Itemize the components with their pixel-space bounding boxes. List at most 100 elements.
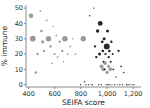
bubble xyxy=(134,84,135,85)
bubble xyxy=(98,21,103,26)
bubble xyxy=(52,26,53,27)
y-tick-label: 20 xyxy=(15,50,23,58)
bubble xyxy=(102,61,104,63)
x-tick xyxy=(80,87,81,89)
bubble xyxy=(108,50,111,53)
bubble xyxy=(114,84,115,85)
bubble xyxy=(130,84,131,85)
y-axis-label: % immune xyxy=(0,25,9,66)
bubble xyxy=(46,19,48,21)
bubble xyxy=(88,84,89,85)
bubble xyxy=(30,36,36,42)
bubble xyxy=(75,53,77,55)
bubble xyxy=(61,50,63,52)
bubble xyxy=(40,10,42,12)
y-tick-label: 30 xyxy=(15,35,23,43)
x-tick xyxy=(54,87,55,89)
bubble xyxy=(105,84,106,85)
y-tick xyxy=(24,23,26,24)
x-axis-label: SEIFA score xyxy=(62,98,105,107)
bubble xyxy=(127,84,128,85)
bubble xyxy=(62,36,68,42)
bubble xyxy=(94,45,96,47)
bubble xyxy=(93,7,94,8)
y-tick xyxy=(24,54,26,55)
bubble xyxy=(36,53,38,55)
x-tick xyxy=(28,87,29,89)
y-tick xyxy=(24,38,26,39)
bubble xyxy=(98,84,99,85)
bubble xyxy=(41,40,44,43)
y-tick xyxy=(24,84,26,85)
bubble xyxy=(105,71,108,74)
bubble xyxy=(98,53,101,56)
bubble xyxy=(46,36,52,42)
bubble xyxy=(115,76,116,77)
bubble xyxy=(101,84,102,85)
bubble xyxy=(96,29,99,32)
bubble xyxy=(128,84,129,85)
y-tick-label: 50 xyxy=(15,4,23,12)
bubble xyxy=(57,56,59,58)
bubble xyxy=(104,53,106,55)
x-tick-label: 1,200 xyxy=(124,90,143,98)
y-axis-line xyxy=(26,5,27,87)
bubble xyxy=(72,38,74,40)
bubble xyxy=(35,71,38,74)
bubble xyxy=(101,40,104,43)
bubble xyxy=(53,53,55,55)
bubble xyxy=(109,68,113,72)
y-tick xyxy=(24,8,26,9)
x-axis-line xyxy=(26,87,141,88)
bubble xyxy=(40,30,43,33)
bubble xyxy=(69,45,71,47)
bubble xyxy=(123,72,124,73)
y-tick-label: 40 xyxy=(15,20,23,28)
bubble xyxy=(92,84,93,85)
bubble xyxy=(106,30,109,33)
bubble xyxy=(95,56,97,58)
bubble xyxy=(104,69,106,71)
bubble xyxy=(109,84,110,85)
bubble xyxy=(51,62,53,64)
bubble xyxy=(120,65,122,67)
bubble xyxy=(59,41,61,43)
bubble xyxy=(107,56,109,58)
bubble xyxy=(110,41,112,43)
chart: 400 600 800 1,000 1,200 0 10 20 30 40 50 SEIFA scor… xyxy=(0,0,150,108)
bubble xyxy=(103,62,106,65)
y-tick-label: 0 xyxy=(19,81,23,89)
bubble xyxy=(85,84,86,85)
bubble xyxy=(112,68,114,70)
bubble xyxy=(63,61,65,63)
bubble xyxy=(43,50,45,52)
x-tick-label: 600 xyxy=(49,90,61,98)
points xyxy=(29,7,135,85)
x-tick xyxy=(133,87,134,89)
x-tick xyxy=(107,87,108,89)
bubble xyxy=(110,61,112,63)
bubble xyxy=(80,84,81,85)
bubble xyxy=(49,45,51,47)
bubble xyxy=(104,43,110,49)
y-tick-label: 10 xyxy=(15,66,23,74)
bubble xyxy=(107,65,110,68)
bubble xyxy=(89,15,90,16)
bubble xyxy=(122,84,123,85)
bubble xyxy=(126,84,127,85)
bubble xyxy=(112,53,114,55)
bubble xyxy=(117,84,118,85)
bubble xyxy=(101,67,105,71)
bubble xyxy=(91,84,92,85)
bubble xyxy=(102,50,105,53)
x-tick-label: 400 xyxy=(22,90,34,98)
bubble xyxy=(119,84,120,85)
bubble xyxy=(132,84,133,85)
bubble xyxy=(84,81,85,82)
bubble xyxy=(107,84,108,85)
bubble xyxy=(81,36,86,41)
bubble xyxy=(29,14,33,18)
x-tick-label: 800 xyxy=(75,90,87,98)
x-tick-label: 1,000 xyxy=(98,90,117,98)
bubble xyxy=(103,37,106,40)
